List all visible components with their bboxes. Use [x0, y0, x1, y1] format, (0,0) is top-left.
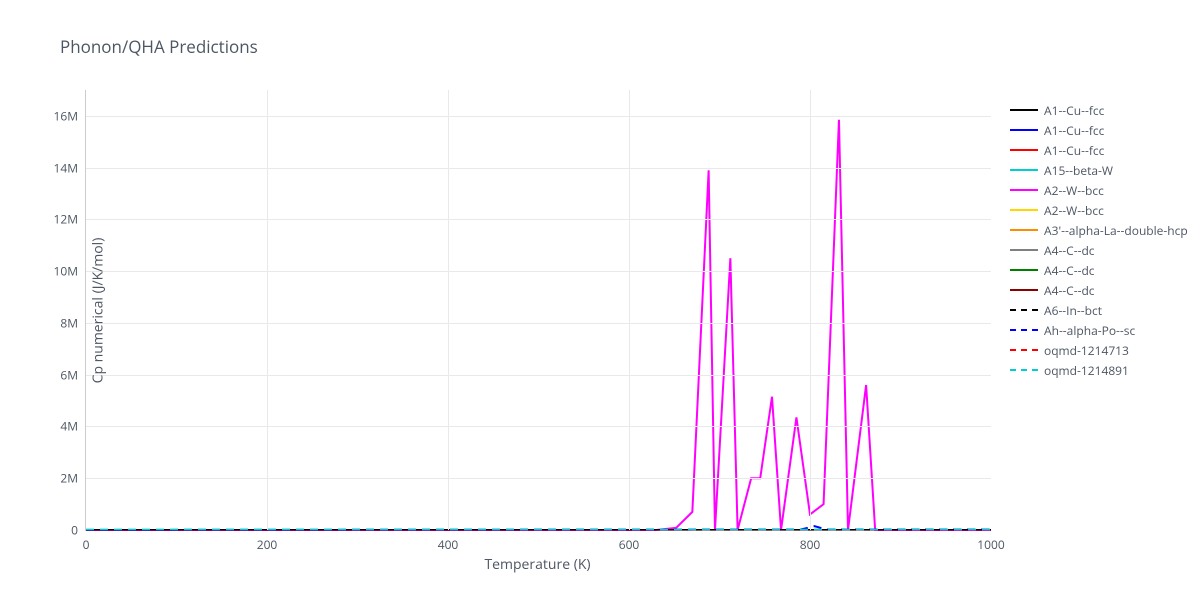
legend-item[interactable]: A2--W--bcc: [1010, 200, 1188, 220]
x-tick: 0: [83, 536, 90, 553]
legend-item[interactable]: A6--In--bct: [1010, 300, 1188, 320]
legend: A1--Cu--fcc A1--Cu--fcc A1--Cu--fcc A15--be…: [1010, 100, 1188, 380]
legend-label: A4--C--dc: [1044, 262, 1095, 279]
legend-label: A15--beta-W: [1044, 162, 1113, 179]
legend-swatch: [1010, 349, 1038, 351]
legend-swatch: [1010, 329, 1038, 331]
legend-swatch: [1010, 149, 1038, 151]
legend-swatch: [1010, 249, 1038, 251]
legend-label: oqmd-1214713: [1044, 342, 1129, 359]
legend-label: A4--C--dc: [1044, 242, 1095, 259]
plot-area: 0200400600800100002M4M6M8M10M12M14M16M: [85, 90, 991, 531]
legend-swatch: [1010, 169, 1038, 171]
legend-swatch: [1010, 289, 1038, 291]
legend-swatch: [1010, 369, 1038, 371]
legend-item[interactable]: oqmd-1214891: [1010, 360, 1188, 380]
x-tick: 800: [800, 536, 821, 553]
legend-label: A1--Cu--fcc: [1044, 122, 1104, 139]
x-axis-label: Temperature (K): [85, 555, 990, 574]
legend-swatch: [1010, 209, 1038, 211]
legend-swatch: [1010, 229, 1038, 231]
legend-label: Ah--alpha-Po--sc: [1044, 322, 1135, 339]
legend-label: oqmd-1214891: [1044, 362, 1129, 379]
x-tick: 1000: [977, 536, 1004, 553]
legend-swatch: [1010, 189, 1038, 191]
legend-item[interactable]: A2--W--bcc: [1010, 180, 1188, 200]
y-axis-label-text: Cp numerical (J/K/mol): [88, 237, 107, 383]
y-axis-label: Cp numerical (J/K/mol): [25, 90, 171, 530]
legend-label: A2--W--bcc: [1044, 182, 1104, 199]
x-tick: 600: [619, 536, 640, 553]
legend-item[interactable]: oqmd-1214713: [1010, 340, 1188, 360]
legend-swatch: [1010, 269, 1038, 271]
legend-item[interactable]: A4--C--dc: [1010, 260, 1188, 280]
legend-swatch: [1010, 309, 1038, 311]
legend-label: A1--Cu--fcc: [1044, 142, 1104, 159]
legend-item[interactable]: A4--C--dc: [1010, 240, 1188, 260]
legend-swatch: [1010, 129, 1038, 131]
legend-label: A2--W--bcc: [1044, 202, 1104, 219]
legend-label: A3'--alpha-La--double-hcp: [1044, 222, 1188, 239]
legend-swatch: [1010, 109, 1038, 111]
chart-container: Phonon/QHA Predictions 02004006008001000…: [0, 0, 1200, 600]
legend-item[interactable]: A15--beta-W: [1010, 160, 1188, 180]
legend-item[interactable]: A1--Cu--fcc: [1010, 140, 1188, 160]
legend-label: A1--Cu--fcc: [1044, 102, 1104, 119]
chart-title: Phonon/QHA Predictions: [60, 35, 258, 58]
series-A2--W--bcc[interactable]: [86, 120, 991, 530]
legend-item[interactable]: A1--Cu--fcc: [1010, 100, 1188, 120]
legend-label: A4--C--dc: [1044, 282, 1095, 299]
legend-item[interactable]: Ah--alpha-Po--sc: [1010, 320, 1188, 340]
legend-item[interactable]: A4--C--dc: [1010, 280, 1188, 300]
legend-item[interactable]: A3'--alpha-La--double-hcp: [1010, 220, 1188, 240]
x-tick: 200: [257, 536, 278, 553]
chart-svg: [86, 90, 991, 530]
legend-label: A6--In--bct: [1044, 302, 1102, 319]
x-tick: 400: [438, 536, 459, 553]
legend-item[interactable]: A1--Cu--fcc: [1010, 120, 1188, 140]
